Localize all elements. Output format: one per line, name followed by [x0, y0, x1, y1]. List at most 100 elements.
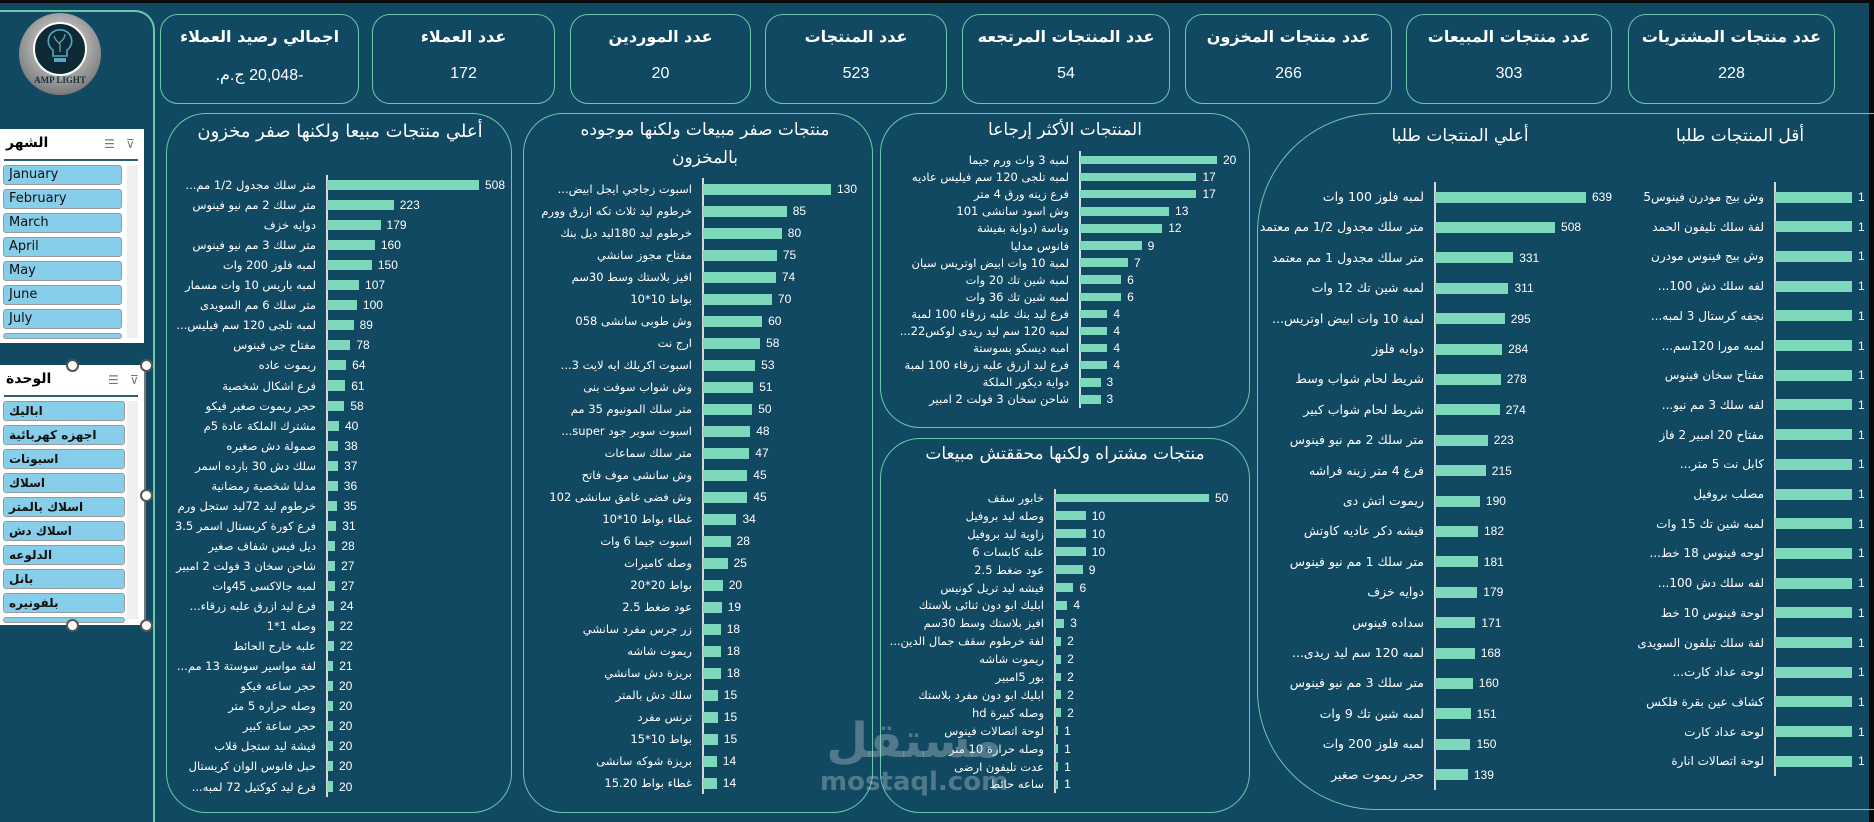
- bar[interactable]: [327, 179, 479, 190]
- bar[interactable]: [1775, 340, 1852, 351]
- slicer-item[interactable]: May: [3, 261, 122, 281]
- bar[interactable]: [1435, 404, 1500, 416]
- slicer-item-partial[interactable]: [3, 617, 125, 623]
- bar[interactable]: [1435, 525, 1478, 537]
- slicer-item[interactable]: March: [3, 213, 122, 233]
- slicer-item[interactable]: بلفونيره: [3, 593, 125, 613]
- bar[interactable]: [327, 520, 337, 531]
- bar[interactable]: [327, 721, 333, 732]
- bar[interactable]: [1055, 672, 1062, 682]
- bar[interactable]: [1775, 458, 1852, 470]
- bar[interactable]: [1775, 399, 1852, 411]
- clear-filter-icon[interactable]: ⊽: [130, 373, 139, 387]
- bar[interactable]: [327, 260, 372, 271]
- bar[interactable]: [1055, 493, 1209, 503]
- bar[interactable]: [703, 447, 750, 459]
- bar[interactable]: [703, 711, 718, 723]
- slicer-item[interactable]: اسلاك دش: [3, 521, 125, 541]
- bar[interactable]: [703, 733, 718, 745]
- bar[interactable]: [703, 315, 763, 327]
- bar[interactable]: [327, 440, 339, 451]
- bar[interactable]: [1775, 637, 1852, 648]
- bar[interactable]: [1775, 369, 1852, 381]
- bar[interactable]: [1055, 547, 1086, 557]
- bar[interactable]: [327, 340, 351, 351]
- bar[interactable]: [703, 491, 748, 503]
- bar[interactable]: [327, 701, 333, 712]
- bar[interactable]: [1435, 677, 1473, 689]
- bar[interactable]: [1080, 343, 1108, 353]
- multi-select-icon[interactable]: ☰: [108, 373, 119, 387]
- bar[interactable]: [1775, 607, 1852, 619]
- bar[interactable]: [1435, 617, 1476, 629]
- bar[interactable]: [1080, 275, 1122, 284]
- slicer-item[interactable]: January: [3, 165, 122, 185]
- bar[interactable]: [327, 280, 360, 291]
- bar[interactable]: [1080, 378, 1101, 387]
- slicer-item[interactable]: February: [3, 189, 122, 209]
- bar[interactable]: [1775, 547, 1852, 559]
- bar[interactable]: [703, 271, 776, 283]
- bar[interactable]: [327, 560, 336, 571]
- bar[interactable]: [1055, 636, 1062, 646]
- bar[interactable]: [703, 469, 748, 481]
- slicer-item[interactable]: April: [3, 237, 122, 257]
- bar[interactable]: [1055, 565, 1083, 575]
- bar[interactable]: [1775, 280, 1852, 292]
- bar[interactable]: [1080, 326, 1108, 336]
- bar[interactable]: [1080, 189, 1197, 199]
- bar[interactable]: [703, 403, 753, 415]
- bar[interactable]: [703, 205, 787, 217]
- bar[interactable]: [1055, 708, 1062, 718]
- bar[interactable]: [327, 661, 334, 672]
- bar[interactable]: [1080, 241, 1142, 250]
- bar[interactable]: [703, 535, 731, 547]
- month-slicer-scrollbar[interactable]: [127, 165, 138, 338]
- bar[interactable]: [327, 480, 338, 491]
- bar[interactable]: [327, 641, 334, 652]
- bar[interactable]: [703, 359, 756, 371]
- bar[interactable]: [327, 781, 333, 792]
- unit-slicer[interactable]: الوحدة ☰ ⊽ اباليك اجهزه كهربائية اسبوتات اس…: [0, 365, 146, 625]
- resize-handle[interactable]: [140, 489, 153, 502]
- bar[interactable]: [327, 360, 347, 371]
- bar[interactable]: [1435, 191, 1586, 203]
- bar[interactable]: [1435, 434, 1488, 446]
- bar[interactable]: [703, 183, 831, 195]
- resize-handle[interactable]: [140, 619, 153, 632]
- bar[interactable]: [1775, 755, 1852, 767]
- bar[interactable]: [327, 580, 336, 591]
- bar[interactable]: [1055, 744, 1059, 754]
- bar[interactable]: [703, 227, 782, 239]
- bar[interactable]: [327, 621, 334, 632]
- bar[interactable]: [1775, 666, 1852, 678]
- bar[interactable]: [1055, 654, 1062, 664]
- bar[interactable]: [327, 240, 375, 251]
- bar[interactable]: [703, 557, 728, 569]
- bar[interactable]: [1775, 250, 1852, 262]
- slicer-item[interactable]: اجهزه كهربائية: [3, 425, 125, 445]
- bar[interactable]: [1775, 696, 1852, 708]
- bar[interactable]: [327, 601, 335, 612]
- bar[interactable]: [703, 579, 723, 591]
- bar[interactable]: [1080, 395, 1101, 404]
- bar[interactable]: [327, 200, 394, 211]
- bar[interactable]: [703, 249, 777, 261]
- bar[interactable]: [1435, 313, 1505, 325]
- bar[interactable]: [703, 777, 717, 789]
- bar[interactable]: [1435, 373, 1501, 385]
- resize-handle[interactable]: [140, 359, 153, 372]
- resize-handle[interactable]: [66, 619, 79, 632]
- bar[interactable]: [327, 400, 345, 411]
- bar[interactable]: [327, 741, 333, 752]
- bar[interactable]: [1435, 343, 1503, 355]
- bar[interactable]: [1080, 172, 1197, 182]
- unit-slicer-scrollbar[interactable]: [127, 401, 138, 619]
- bar[interactable]: [1080, 258, 1128, 267]
- bar[interactable]: [327, 300, 357, 311]
- bar[interactable]: [703, 689, 718, 701]
- bar[interactable]: [1080, 155, 1217, 165]
- bar[interactable]: [1055, 762, 1059, 771]
- bar[interactable]: [1435, 647, 1475, 659]
- resize-handle[interactable]: [66, 359, 79, 372]
